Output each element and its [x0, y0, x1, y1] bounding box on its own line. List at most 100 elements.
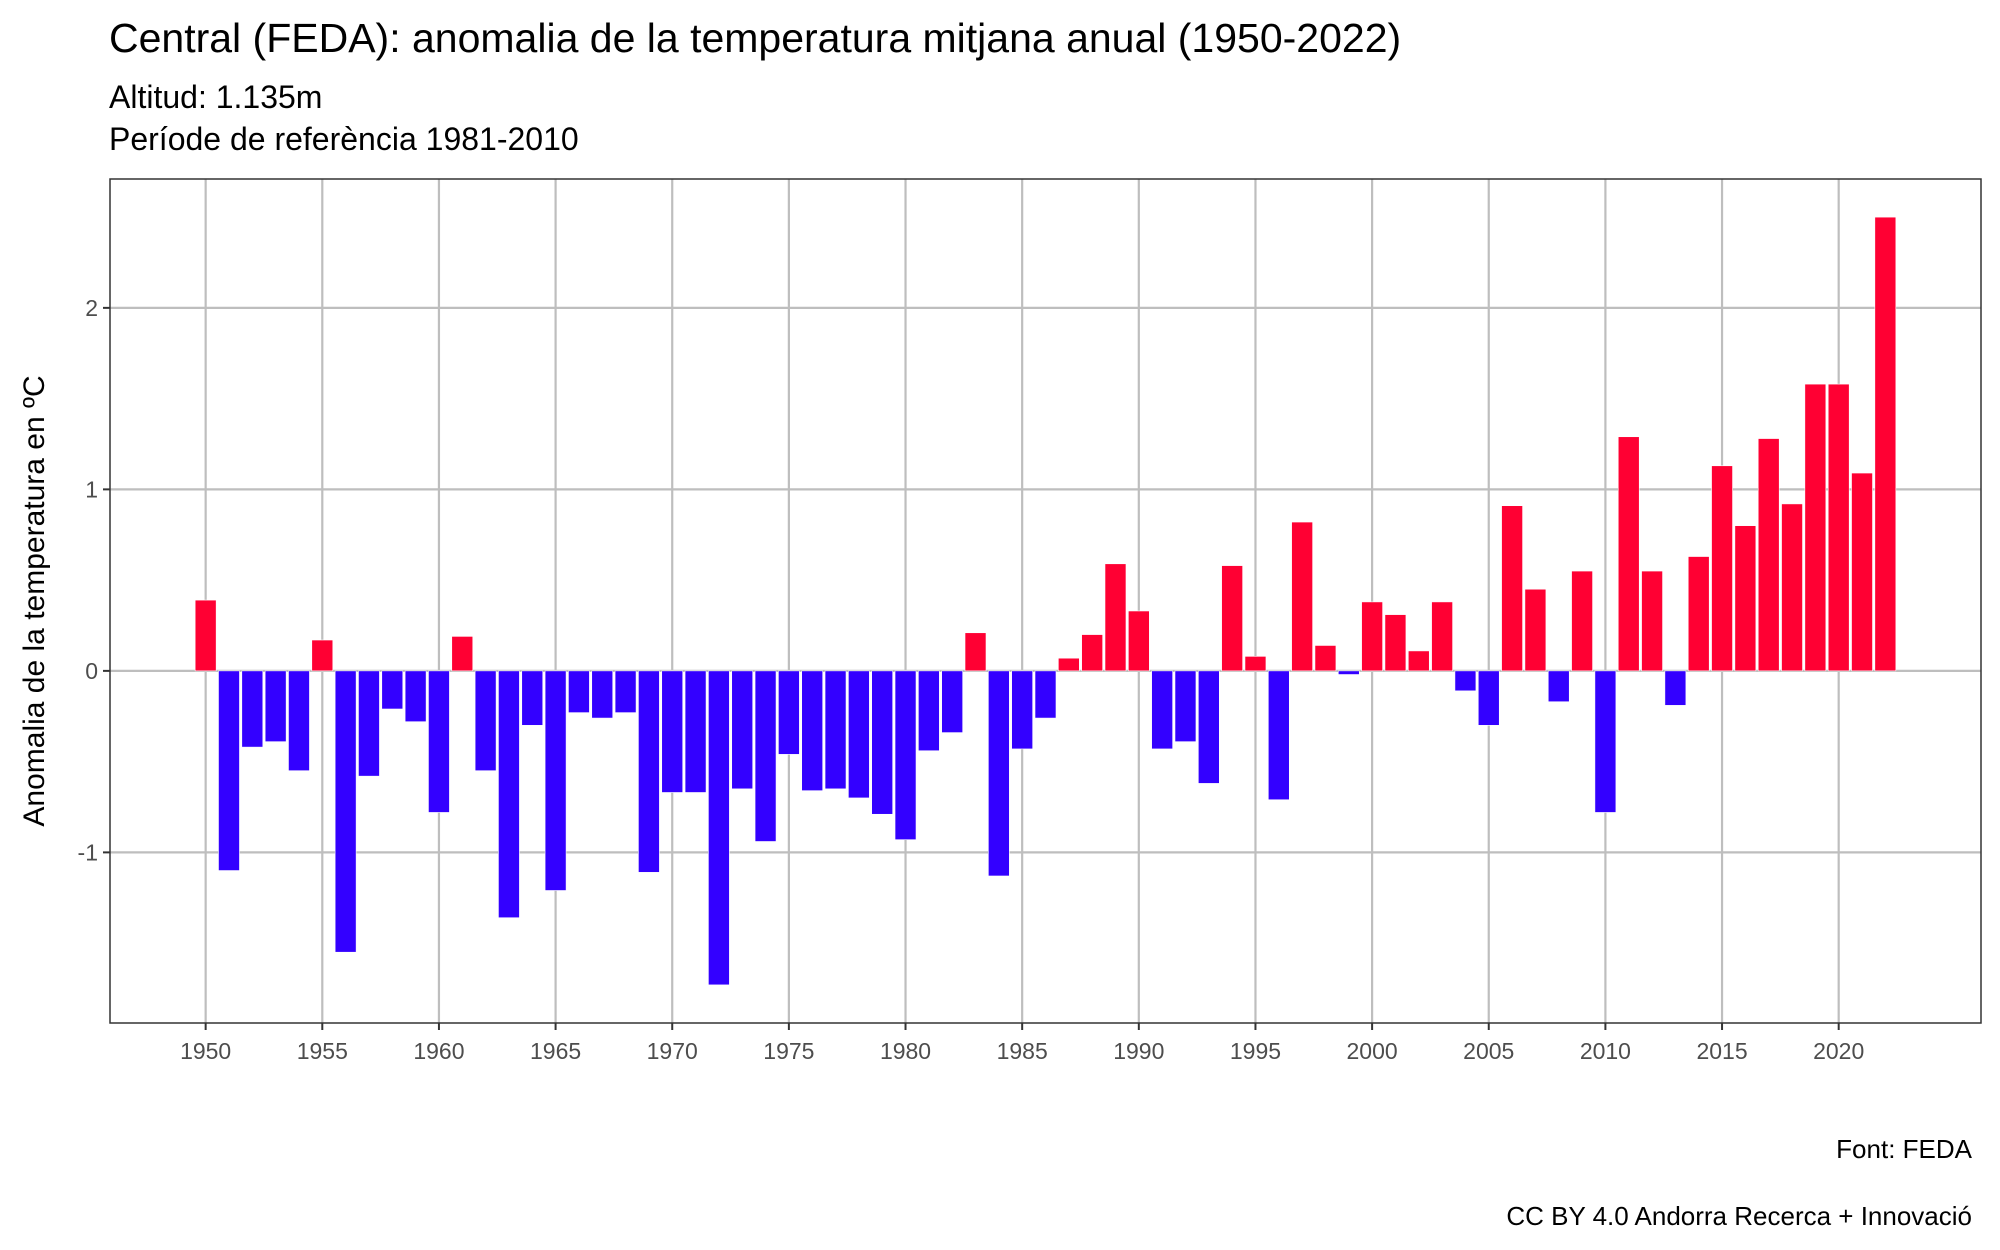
bar-2013 — [1664, 670, 1687, 706]
x-tick-label: 1950 — [180, 1038, 231, 1064]
bar-2014 — [1687, 556, 1710, 672]
bar-1967 — [591, 670, 614, 719]
bar-1976 — [801, 670, 824, 791]
bar-1999 — [1337, 670, 1360, 675]
bar-2017 — [1757, 438, 1780, 672]
bar-1987 — [1058, 657, 1080, 672]
bar-1961 — [451, 636, 474, 672]
bar-1958 — [381, 670, 404, 710]
chart-title: Central (FEDA): anomalia de la temperatu… — [109, 15, 1401, 61]
bar-2015 — [1711, 465, 1733, 672]
bar-2016 — [1734, 525, 1757, 672]
bar-1950 — [194, 599, 217, 672]
x-tick-label: 2010 — [1580, 1038, 1631, 1064]
bar-1983 — [964, 632, 987, 672]
bar-1977 — [824, 670, 847, 790]
bar-1969 — [638, 670, 660, 873]
x-axis: 1950 1955 1960 1965 1970 1975 1980 1985 1990 1995… — [180, 1023, 1864, 1064]
x-tick-label: 1975 — [763, 1038, 814, 1064]
bar-1952 — [241, 670, 264, 748]
bar-1975 — [778, 670, 800, 755]
bar-1965 — [544, 670, 567, 891]
caption-license: CC BY 4.0 Andorra Recerca + Innovació — [1506, 1201, 1972, 1231]
bar-1963 — [498, 670, 520, 919]
bar-1997 — [1291, 521, 1313, 672]
bar-1996 — [1267, 670, 1290, 801]
bar-2019 — [1804, 383, 1827, 672]
bar-2021 — [1851, 472, 1873, 672]
x-tick-label: 1970 — [647, 1038, 698, 1064]
caption-source: Font: FEDA — [1836, 1134, 1972, 1164]
bar-1998 — [1314, 645, 1337, 672]
bar-2008 — [1547, 670, 1570, 703]
bar-1964 — [521, 670, 544, 726]
bar-2022 — [1874, 216, 1897, 672]
x-tick-label: 2015 — [1696, 1038, 1747, 1064]
bar-1957 — [358, 670, 380, 777]
bar-1968 — [614, 670, 637, 713]
y-tick-label: -1 — [78, 839, 98, 865]
x-tick-label: 2020 — [1813, 1038, 1864, 1064]
bar-2005 — [1477, 670, 1500, 726]
bar-1973 — [731, 670, 754, 790]
bar-1971 — [684, 670, 707, 793]
x-tick-label: 1960 — [413, 1038, 464, 1064]
bar-1962 — [474, 670, 497, 772]
bar-1974 — [754, 670, 777, 842]
bar-1982 — [941, 670, 963, 733]
bar-2010 — [1594, 670, 1617, 813]
bar-2006 — [1501, 505, 1523, 672]
bar-1970 — [661, 670, 684, 793]
y-tick-label: 2 — [85, 295, 98, 321]
bar-1966 — [568, 670, 590, 713]
x-tick-label: 1985 — [997, 1038, 1048, 1064]
bar-1994 — [1221, 565, 1243, 672]
x-tick-label: 1980 — [880, 1038, 931, 1064]
x-tick-label: 1965 — [530, 1038, 581, 1064]
bar-2002 — [1407, 650, 1430, 672]
bar-1954 — [288, 670, 310, 772]
x-tick-label: 1990 — [1113, 1038, 1164, 1064]
bar-2020 — [1827, 383, 1850, 672]
bar-2000 — [1361, 601, 1383, 672]
bar-2001 — [1384, 614, 1407, 672]
bar-1959 — [404, 670, 427, 723]
bar-1990 — [1128, 610, 1150, 672]
bar-1989 — [1104, 563, 1127, 672]
bar-2004 — [1454, 670, 1477, 692]
x-tick-label: 1955 — [297, 1038, 348, 1064]
bar-2012 — [1641, 570, 1663, 672]
bar-1985 — [1011, 670, 1033, 750]
y-axis-title: Anomalia de la temperatura en ºC — [18, 375, 51, 826]
bar-2003 — [1431, 601, 1453, 672]
bar-1978 — [848, 670, 870, 799]
bar-1956 — [334, 670, 357, 953]
x-tick-label: 2005 — [1463, 1038, 1514, 1064]
bar-2018 — [1781, 503, 1803, 672]
y-axis: -1 0 1 2 — [78, 295, 110, 865]
bar-1995 — [1244, 656, 1267, 672]
chart-subtitle-reference-period: Període de referència 1981-2010 — [109, 121, 579, 157]
bar-1988 — [1081, 634, 1103, 672]
y-tick-label: 1 — [85, 476, 98, 502]
bar-1991 — [1151, 670, 1173, 750]
bar-2011 — [1617, 436, 1640, 672]
chart-subtitle-altitude: Altitud: 1.135m — [109, 79, 322, 115]
y-tick-label: 0 — [85, 658, 98, 684]
bar-1960 — [428, 670, 450, 813]
bar-1993 — [1198, 670, 1220, 784]
bar-1953 — [264, 670, 287, 742]
plot-border — [109, 178, 1982, 1024]
bar-1992 — [1174, 670, 1197, 742]
x-tick-label: 1995 — [1230, 1038, 1281, 1064]
bar-1955 — [311, 639, 334, 672]
bar-1980 — [894, 670, 917, 840]
bar-2007 — [1524, 588, 1547, 672]
bar-1986 — [1034, 670, 1057, 719]
x-tick-label: 2000 — [1347, 1038, 1398, 1064]
bars — [194, 216, 1897, 986]
bar-1951 — [218, 670, 240, 871]
bar-1981 — [918, 670, 940, 752]
bar-2009 — [1571, 570, 1593, 672]
